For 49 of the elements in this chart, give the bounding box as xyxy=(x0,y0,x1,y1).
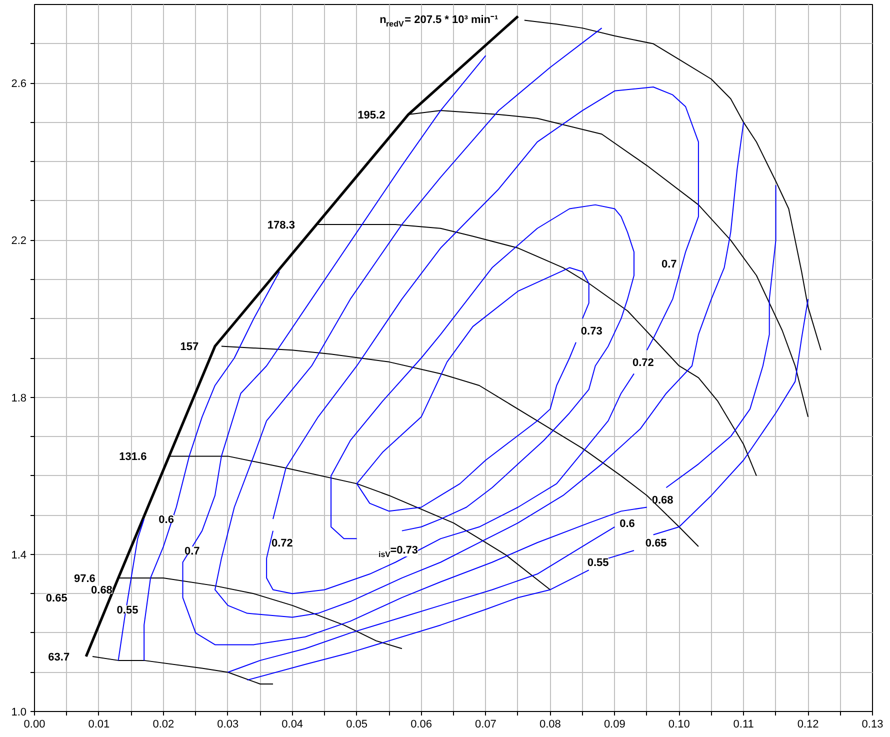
annotation: 0.72 xyxy=(272,538,293,550)
annotation: 0.6 xyxy=(620,518,635,530)
line-series xyxy=(330,204,634,540)
line-series xyxy=(118,518,145,661)
line-series xyxy=(118,577,402,650)
line-series xyxy=(92,656,274,685)
annotation: 0.65 xyxy=(46,592,68,605)
x-tick-label: 0.01 xyxy=(88,718,110,730)
x-tick-label: 0.11 xyxy=(733,718,754,730)
line-series xyxy=(266,373,634,594)
annotation: 0.55 xyxy=(116,604,138,616)
annotation: 0.65 xyxy=(645,538,667,550)
y-tick-label: 1.4 xyxy=(11,549,27,562)
x-tick-label: 0.13 xyxy=(862,718,884,730)
annotation: 0.68 xyxy=(652,494,674,506)
text: 131.6 xyxy=(119,451,147,464)
line-series xyxy=(246,570,590,681)
x-tick-label: 0.08 xyxy=(539,718,561,730)
y-tick-label: 1.0 xyxy=(11,706,27,718)
annotation: 0.7 xyxy=(661,258,677,271)
line-series xyxy=(214,28,744,618)
x-tick-label: 0.02 xyxy=(152,718,174,730)
annotation: 0.7 xyxy=(184,545,200,558)
line-series xyxy=(227,526,616,673)
x-tick-label: 0.05 xyxy=(346,718,368,730)
annotation: 0.55 xyxy=(587,557,609,570)
y-tick-label: 1.8 xyxy=(11,392,27,404)
text: 178.3 xyxy=(267,219,295,232)
text: 97.6 xyxy=(74,572,96,585)
annotation: 0.6 xyxy=(158,514,174,526)
text: 157 xyxy=(180,341,199,354)
x-tick-label: 0.10 xyxy=(668,718,690,730)
x-tick-label: 0.09 xyxy=(604,718,626,730)
x-tick-label: 0.03 xyxy=(217,718,239,730)
y-tick-label: 2.6 xyxy=(11,78,27,90)
annotation: 0.72 xyxy=(632,356,654,369)
annotation: 0.68 xyxy=(91,584,112,597)
x-tick-label: 0.07 xyxy=(475,718,496,730)
text: 63.7 xyxy=(48,652,70,664)
x-tick-label: 0.04 xyxy=(282,718,304,730)
annotation: 0.73 xyxy=(580,326,602,338)
y-tick-label: 2.2 xyxy=(11,235,27,248)
x-tick-label: 0.06 xyxy=(410,718,432,730)
text: 195.2 xyxy=(358,109,386,122)
x-tick-label: 0.12 xyxy=(797,718,819,730)
x-tick-label: 0.00 xyxy=(24,718,46,730)
line-series xyxy=(524,20,822,351)
line-series xyxy=(652,298,809,536)
line-series xyxy=(220,346,699,548)
